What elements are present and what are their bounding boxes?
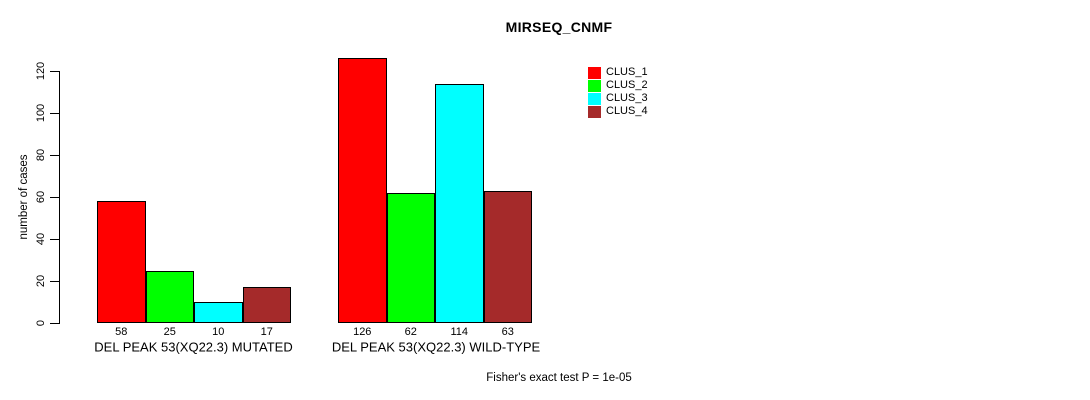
legend-label: CLUS_2 <box>606 79 648 91</box>
bar-value-label: 62 <box>404 326 417 338</box>
bar-value-label: 63 <box>501 326 514 338</box>
y-axis-tick <box>50 155 59 156</box>
bar-value-label: 25 <box>163 326 176 338</box>
y-axis-tick <box>50 323 59 324</box>
legend-label: CLUS_4 <box>606 105 648 117</box>
fisher-test-annotation: Fisher's exact test P = 1e-05 <box>486 372 632 384</box>
y-axis-tick-label: 60 <box>35 190 47 204</box>
bar-clus_3-wild-type <box>435 83 484 323</box>
bar-clus_1-mutated <box>97 201 146 323</box>
x-category-label-mutated: DEL PEAK 53(XQ22.3) MUTATED <box>94 339 293 355</box>
legend-swatch-clus_3 <box>588 92 601 105</box>
y-axis-tick-label: 100 <box>35 103 47 123</box>
legend-item-clus_4: CLUS_4 <box>588 105 648 118</box>
y-axis-tick-label: 0 <box>35 319 47 327</box>
x-category-label-wild-type: DEL PEAK 53(XQ22.3) WILD-TYPE <box>331 339 541 355</box>
y-axis-line <box>59 71 60 324</box>
chart-title: MIRSEQ_CNMF <box>505 19 613 35</box>
bar-value-label: 17 <box>260 326 273 338</box>
legend-swatch-clus_4 <box>588 105 601 118</box>
bar-value-label: 126 <box>353 326 372 338</box>
bar-clus_4-mutated <box>242 287 291 323</box>
bar-clus_1-wild-type <box>338 58 387 323</box>
bar-clus_4-wild-type <box>483 190 532 323</box>
legend: CLUS_1 CLUS_2 CLUS_3 CLUS_4 <box>588 66 648 118</box>
legend-swatch-clus_1 <box>588 66 601 79</box>
legend-item-clus_2: CLUS_2 <box>588 79 648 92</box>
y-axis-tick-label: 80 <box>35 148 47 162</box>
bar-value-label: 10 <box>212 326 225 338</box>
y-axis-tick <box>50 71 59 72</box>
y-axis-tick-label: 40 <box>35 232 47 246</box>
legend-swatch-clus_2 <box>588 79 601 92</box>
legend-label: CLUS_1 <box>606 66 648 78</box>
bar-clus_2-mutated <box>145 270 194 323</box>
y-axis-tick <box>50 197 59 198</box>
bar-clus_2-wild-type <box>386 192 435 323</box>
y-axis-tick <box>50 281 59 282</box>
bar-value-label: 58 <box>115 326 128 338</box>
y-axis-tick <box>50 239 59 240</box>
y-axis-tick-label: 20 <box>35 274 47 288</box>
y-axis-tick-label: 120 <box>35 61 47 81</box>
bar-clus_3-mutated <box>194 302 243 323</box>
legend-item-clus_3: CLUS_3 <box>588 92 648 105</box>
bar-value-label: 114 <box>450 326 469 338</box>
legend-label: CLUS_3 <box>606 92 648 104</box>
y-axis-tick <box>50 113 59 114</box>
legend-item-clus_1: CLUS_1 <box>588 66 648 79</box>
